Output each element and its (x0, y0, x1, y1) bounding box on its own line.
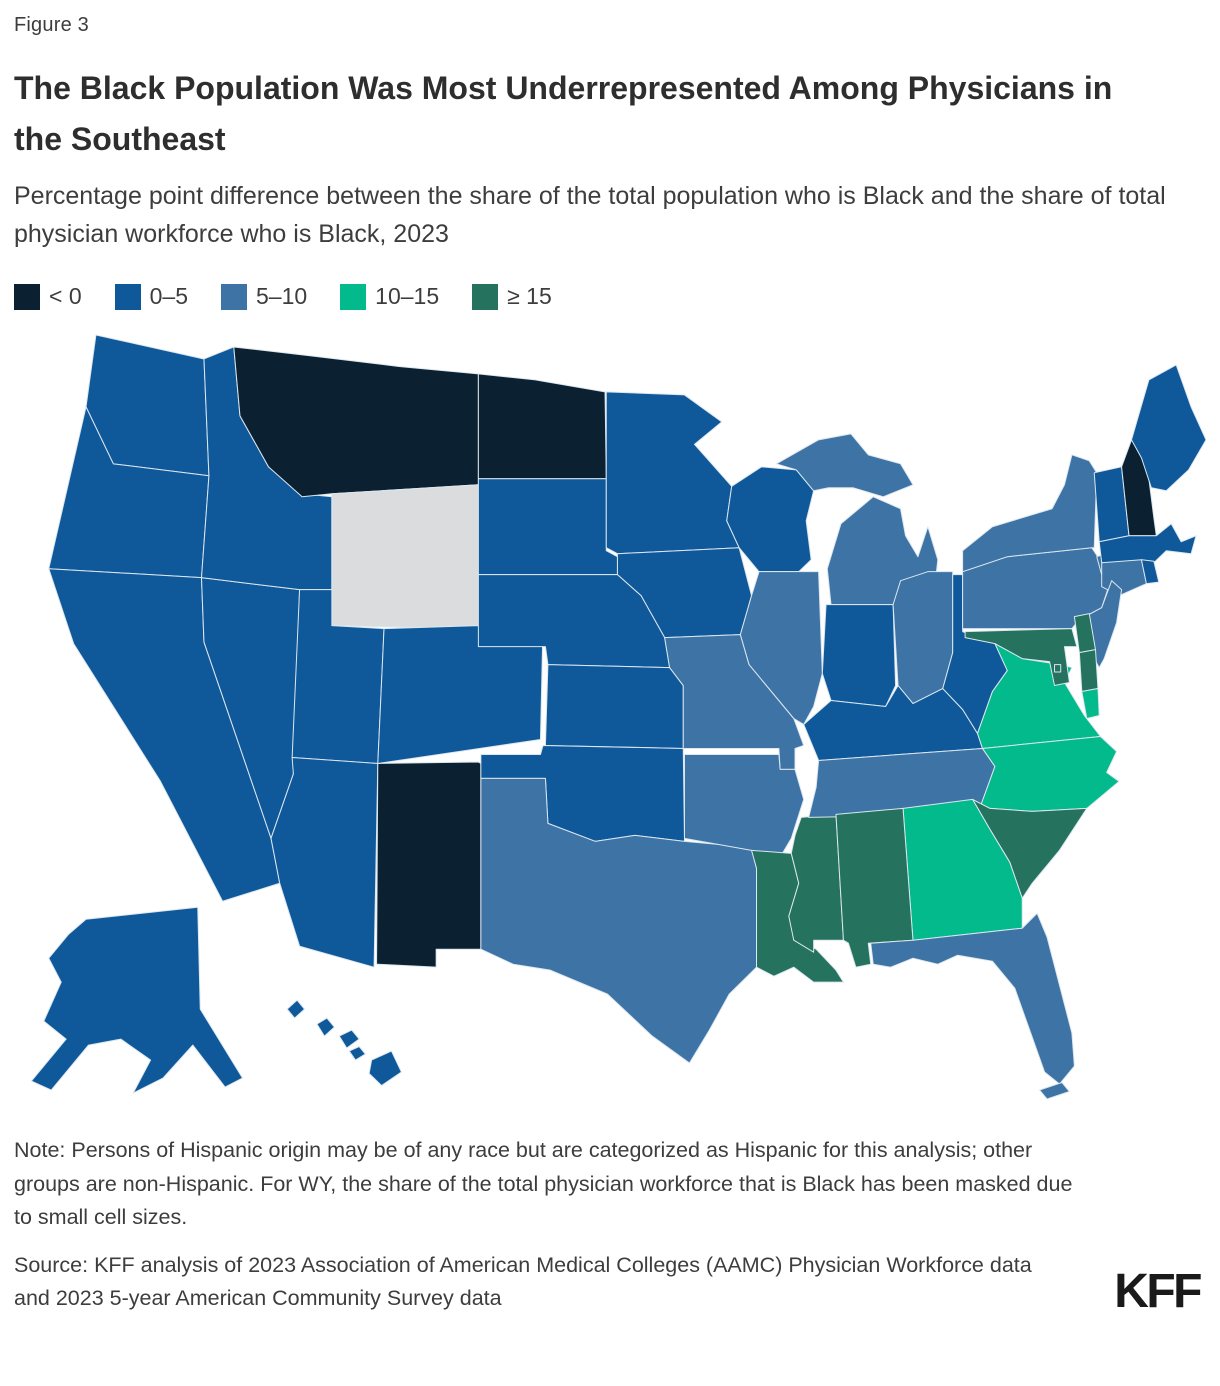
state-ri[interactable] (1141, 560, 1158, 584)
source-row: Source: KFF analysis of 2023 Association… (14, 1249, 1206, 1316)
legend-item: < 0 (14, 283, 82, 310)
legend-swatch-5-10 (221, 283, 247, 310)
legend-item: 5–10 (221, 283, 307, 310)
figure-title: The Black Population Was Most Underrepre… (14, 70, 1113, 157)
state-nd[interactable] (478, 374, 606, 479)
state-tx[interactable] (481, 779, 757, 1064)
state-ar[interactable] (685, 755, 804, 860)
state-sd[interactable] (478, 479, 617, 575)
state-hi-molokai[interactable] (339, 1030, 359, 1048)
state-md[interactable] (965, 629, 1077, 686)
figure-subtitle: Percentage point difference between the … (14, 182, 1166, 248)
legend-label: 10–15 (375, 283, 440, 310)
legend-item: 10–15 (340, 283, 439, 310)
state-al[interactable] (836, 808, 913, 967)
us-map-svg (14, 326, 1206, 1108)
state-hi-maui[interactable] (349, 1047, 365, 1060)
legend-swatch-lt0 (14, 283, 40, 310)
state-il[interactable] (740, 572, 822, 725)
legend-item: 0–5 (114, 283, 188, 310)
state-wy[interactable] (332, 485, 479, 629)
state-nm[interactable] (377, 762, 481, 967)
state-fl[interactable] (871, 913, 1075, 1084)
note-text: Note: Persons of Hispanic origin may be … (14, 1138, 1073, 1230)
state-hi-kauai[interactable] (287, 1000, 304, 1018)
state-mi-upper-peninsula[interactable] (776, 434, 913, 497)
state-ak[interactable] (31, 907, 242, 1093)
legend-swatch-ge15 (472, 283, 499, 310)
state-hi-big-island[interactable] (369, 1051, 401, 1085)
legend-label: 0–5 (149, 283, 188, 310)
kff-logo: KFF (1114, 1264, 1202, 1318)
state-nc[interactable] (973, 737, 1120, 815)
state-md-eastern-shore[interactable] (1079, 650, 1098, 692)
state-ny[interactable] (963, 455, 1097, 572)
state-mn[interactable] (606, 392, 739, 554)
state-hi-oahu[interactable] (317, 1018, 334, 1036)
state-dc[interactable] (1055, 665, 1061, 672)
legend-swatch-10-15 (340, 283, 367, 310)
legend-label: ≥ 15 (507, 283, 552, 310)
state-wi[interactable] (727, 467, 814, 572)
legend-label: 5–10 (256, 283, 308, 310)
state-fl-keys[interactable] (1040, 1083, 1070, 1099)
state-me[interactable] (1132, 365, 1207, 491)
source-text: Source: KFF analysis of 2023 Association… (14, 1252, 1032, 1311)
state-ks[interactable] (545, 665, 683, 749)
state-va-eastern-shore[interactable] (1082, 689, 1099, 719)
legend-label: < 0 (49, 283, 82, 310)
state-in[interactable] (822, 605, 895, 707)
figure-label: Figure 3 (14, 14, 89, 36)
us-choropleth-map (14, 326, 1206, 1108)
legend-item: ≥ 15 (472, 283, 552, 310)
legend-swatch-0-5 (114, 283, 141, 310)
legend: < 0 0–5 5–10 10–15 ≥ 15 (14, 283, 1206, 310)
state-co[interactable] (378, 626, 543, 764)
